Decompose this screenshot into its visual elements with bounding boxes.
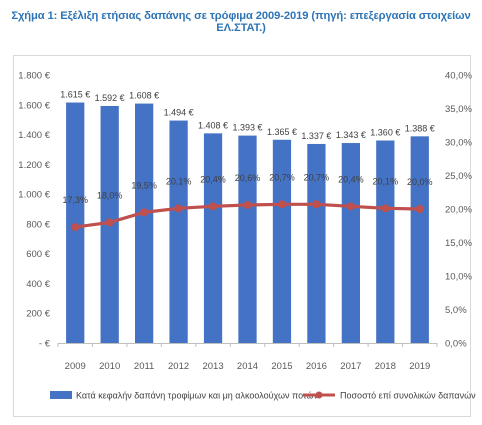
- line-point: [415, 205, 424, 213]
- x-tick-label: 2011: [134, 361, 154, 372]
- line-data-label: 20,6%: [235, 173, 261, 183]
- y-left-tick-label: 1.200 €: [18, 160, 50, 171]
- y-right-tick-label: 20,0%: [445, 205, 472, 216]
- left-axis: - € 200 € 400 € 600 € 800 € 1.000 € 1.200 € 1.4…: [18, 71, 50, 350]
- line-data-label: 20,7%: [269, 172, 295, 182]
- line-point: [105, 218, 114, 227]
- bar: [169, 120, 188, 343]
- y-right-tick-label: 35,0%: [445, 104, 472, 115]
- y-left-tick-label: 1.600 €: [18, 100, 50, 111]
- bar-series: [66, 102, 429, 344]
- bar-data-label: 1.337 €: [301, 131, 331, 141]
- bar: [66, 102, 85, 344]
- y-left-tick-label: 1.000 €: [18, 190, 50, 201]
- x-tick-label: 2016: [306, 361, 327, 372]
- bar: [376, 140, 395, 343]
- x-tick-label: 2019: [409, 361, 430, 372]
- chart-title: Σχήμα 1: Εξέλιξη ετήσιας δαπάνης σε τρόφ…: [11, 10, 471, 34]
- x-tick-label: 2012: [168, 361, 189, 372]
- y-left-tick-label: 200 €: [26, 309, 50, 320]
- bar: [203, 133, 223, 343]
- y-right-tick-label: 25,0%: [445, 171, 472, 182]
- y-right-tick-label: 15,0%: [445, 238, 472, 249]
- line-data-label: 20,4%: [200, 174, 226, 184]
- bar-data-label: 1.360 €: [370, 128, 400, 138]
- bar: [410, 136, 429, 343]
- line-data-label: 20,7%: [304, 172, 330, 182]
- line-series: [71, 200, 424, 232]
- y-right-tick-label: 0,0%: [445, 339, 467, 350]
- y-right-tick-label: 30,0%: [445, 138, 472, 149]
- legend-swatch-marker: [315, 391, 323, 399]
- line-data-label: 20,1%: [373, 176, 399, 186]
- line-data-label: 20,1%: [166, 176, 192, 186]
- line-point: [312, 200, 321, 209]
- line-data-label: 20,0%: [407, 177, 433, 187]
- x-tick-label: 2010: [99, 361, 120, 372]
- bar-data-label: 1.388 €: [405, 123, 435, 133]
- legend-label-bar: Κατά κεφαλήν δαπάνη τροφίμων και μη αλκο…: [76, 391, 318, 401]
- line-point: [71, 223, 80, 232]
- bar-data-label: 1.608 €: [129, 91, 159, 101]
- x-axis: 2009 2010 2011 2012 2013 2014 2015 2016 2017 2018…: [57, 343, 438, 372]
- y-left-tick-label: 600 €: [26, 249, 50, 260]
- x-tick-label: 2013: [202, 361, 223, 372]
- x-tick-label: 2014: [237, 361, 258, 372]
- bar: [307, 143, 326, 343]
- line-point: [381, 204, 390, 213]
- x-tick-label: 2015: [271, 361, 292, 372]
- line-data-labels: 17,3% 18,0% 19,5% 20,1% 20,4% 20,6% 20,7% 20,7%…: [62, 172, 432, 205]
- bar-data-label: 1.343 €: [336, 130, 366, 140]
- bar: [135, 103, 154, 343]
- legend-swatch-bar: [50, 391, 72, 399]
- line-data-label: 18,0%: [97, 190, 123, 200]
- bar-data-label: 1.494 €: [164, 108, 194, 118]
- y-right-tick-label: 10,0%: [445, 272, 472, 283]
- y-left-tick-label: 1.800 €: [18, 71, 50, 82]
- bar: [341, 143, 360, 343]
- bar: [272, 139, 292, 343]
- x-tick-label: 2017: [340, 361, 361, 372]
- line-data-label: 17,3%: [62, 195, 88, 205]
- line-point: [346, 202, 355, 211]
- x-tick-label: 2018: [375, 361, 396, 372]
- y-left-tick-label: 1.400 €: [18, 130, 50, 141]
- legend: Κατά κεφαλήν δαπάνη τροφίμων και μη αλκο…: [50, 391, 476, 401]
- line-point: [277, 200, 286, 209]
- x-tick-label: 2009: [65, 361, 86, 372]
- line-point: [243, 200, 252, 209]
- y-left-tick-label: - €: [39, 339, 51, 350]
- bar-data-label: 1.592 €: [95, 93, 125, 103]
- line-point: [174, 204, 183, 213]
- bar-data-labels: 1.615 € 1.592 € 1.608 € 1.494 € 1.408 € 1.393…: [60, 90, 435, 141]
- chart-frame: [13, 55, 471, 417]
- bar-data-label: 1.393 €: [232, 123, 262, 133]
- line-data-label: 20,4%: [338, 174, 364, 184]
- y-left-tick-label: 400 €: [26, 279, 50, 290]
- line-data-label: 19,5%: [131, 180, 157, 190]
- legend-label-line: Ποσοστό επί συνολικών δαπανών: [340, 391, 476, 401]
- y-left-tick-label: 800 €: [26, 219, 50, 230]
- bar-data-label: 1.365 €: [267, 127, 297, 137]
- line-point: [209, 202, 218, 211]
- bar: [238, 135, 257, 343]
- bar-data-label: 1.615 €: [60, 90, 90, 100]
- y-right-tick-label: 5,0%: [445, 305, 467, 316]
- right-axis: 0,0% 5,0% 10,0% 15,0% 20,0% 25,0% 30,0% 35,0% 40…: [445, 71, 472, 350]
- line-point: [140, 208, 149, 217]
- bar-data-label: 1.408 €: [198, 120, 228, 130]
- y-right-tick-label: 40,0%: [445, 71, 472, 82]
